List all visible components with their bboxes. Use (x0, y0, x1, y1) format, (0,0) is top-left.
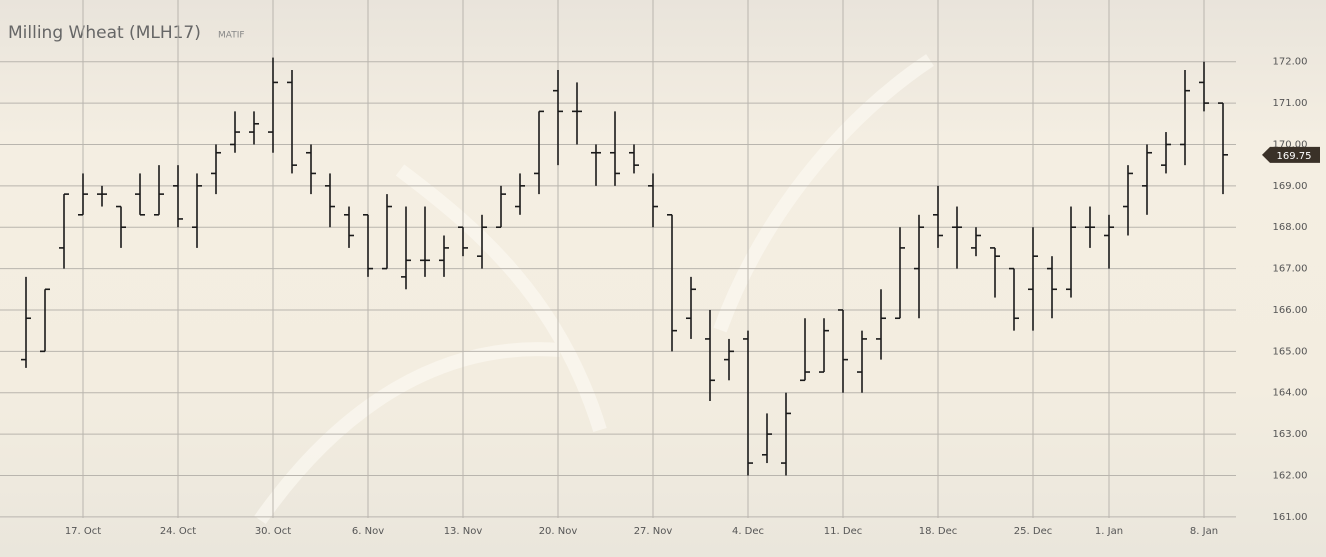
last-price-label: 169.75 (1277, 151, 1312, 162)
y-tick-label: 165.00 (1273, 346, 1308, 357)
chart-subtitle: MATIF (218, 31, 245, 41)
x-tick-label: 13. Nov (444, 526, 483, 537)
y-tick-label: 170.00 (1273, 139, 1308, 150)
y-tick-label: 167.00 (1273, 264, 1308, 275)
y-tick-label: 166.00 (1273, 305, 1308, 316)
wheat-decoration (254, 54, 934, 525)
y-tick-label: 172.00 (1273, 57, 1308, 68)
x-tick-label: 4. Dec (732, 526, 764, 537)
y-tick-label: 169.00 (1273, 181, 1308, 192)
x-tick-label: 18. Dec (919, 526, 957, 537)
x-tick-label: 17. Oct (65, 526, 101, 537)
y-tick-label: 164.00 (1273, 388, 1308, 399)
y-tick-label: 171.00 (1273, 98, 1308, 109)
x-tick-label: 11. Dec (824, 526, 862, 537)
chart-title: Milling Wheat (MLH17) (8, 23, 201, 43)
x-tick-label: 24. Oct (160, 526, 196, 537)
x-tick-label: 27. Nov (634, 526, 673, 537)
last-price-marker (1262, 146, 1320, 163)
x-tick-label: 20. Nov (539, 526, 578, 537)
x-tick-label: 1. Jan (1095, 526, 1123, 537)
y-tick-label: 162.00 (1273, 470, 1308, 481)
x-tick-label: 8. Jan (1190, 526, 1218, 537)
y-tick-label: 168.00 (1273, 222, 1308, 233)
x-tick-label: 30. Oct (255, 526, 291, 537)
y-tick-label: 161.00 (1273, 512, 1308, 523)
x-tick-label: 25. Dec (1014, 526, 1052, 537)
y-tick-label: 163.00 (1273, 429, 1308, 440)
x-tick-label: 6. Nov (352, 526, 384, 537)
